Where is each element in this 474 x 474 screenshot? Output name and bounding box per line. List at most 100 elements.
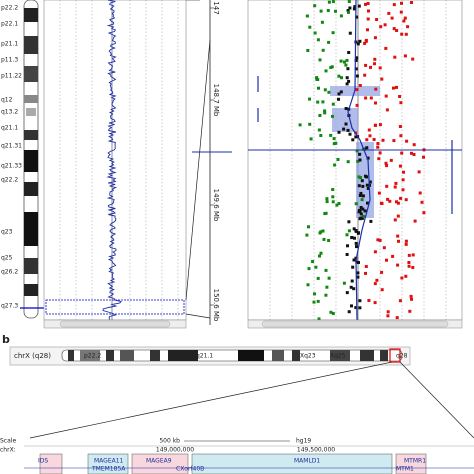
ideogram-band-label: Xq23 [300, 353, 316, 360]
scale-label: 148.7 Mb [212, 84, 220, 117]
probe-dot [319, 230, 323, 234]
probe-dot [394, 181, 398, 185]
probe-dot [376, 238, 380, 242]
probe-dot [360, 179, 364, 183]
probe-dot [319, 251, 323, 255]
probe-dot [392, 3, 396, 7]
probe-dot [358, 299, 362, 303]
probe-dot [386, 314, 390, 318]
probe-dot [375, 278, 379, 282]
probe-dot [334, 9, 337, 13]
probe-dot [378, 238, 382, 242]
probe-dot [344, 122, 348, 126]
probe-dot [366, 2, 370, 5]
probe-dot [392, 27, 396, 31]
probe-dot [373, 301, 377, 305]
probe-dot [408, 309, 412, 313]
probe-dot [316, 100, 320, 104]
probe-dot [400, 1, 403, 5]
probe-dot [399, 10, 403, 14]
probe-dot [351, 265, 355, 269]
probe-dot [422, 211, 426, 215]
probe-dot [329, 66, 333, 69]
probe-dot [410, 297, 413, 301]
probe-dot [332, 137, 336, 141]
probe-dot [366, 28, 369, 32]
probe-dot [331, 312, 335, 315]
probe-dot [373, 250, 377, 254]
probe-dot [327, 276, 331, 280]
probe-dot [352, 7, 356, 11]
probe-dot [345, 233, 349, 237]
probe-dot [355, 260, 359, 264]
probe-dot [412, 153, 416, 156]
probe-dot [389, 158, 393, 162]
probe-dot [413, 219, 417, 223]
probe-dot [323, 111, 327, 115]
probe-dot [356, 42, 360, 46]
band-label: q22.2 [1, 177, 18, 184]
probe-dot [373, 123, 377, 127]
probe-dot [373, 36, 377, 40]
probe-dot [316, 38, 320, 42]
probe-dot [407, 253, 411, 257]
probe-dot [345, 82, 349, 86]
probe-dot [317, 86, 320, 90]
probe-dot [359, 206, 363, 209]
band-label: q13.2 [1, 109, 18, 116]
probe-dot [373, 62, 376, 66]
probe-dot [323, 88, 327, 92]
probe-dot [358, 84, 362, 87]
position: 149,000,000 [156, 447, 194, 454]
probe-dot [336, 158, 340, 161]
probe-dot [384, 94, 388, 98]
band-label: q21.1 [1, 125, 18, 132]
probe-dot [361, 194, 365, 198]
probe-dot [361, 207, 365, 211]
probe-dot [372, 138, 376, 141]
probe-dot [374, 87, 378, 91]
panel-label: b [2, 333, 10, 346]
probe-dot [337, 130, 341, 134]
gene-label: IDS [38, 458, 48, 465]
probe-dot [399, 196, 403, 200]
probe-dot [355, 15, 359, 19]
probe-dot [402, 19, 406, 23]
probe-dot [339, 59, 343, 63]
probe-dot [386, 310, 390, 314]
probe-dot [337, 74, 341, 78]
ideogram-band-label: q28 [396, 353, 408, 360]
probe-dot [347, 220, 351, 224]
band-label: q25 [1, 255, 13, 262]
probe-dot [378, 151, 382, 155]
genome-browser: Scale chrX: 500 kb hg19 149,000,000 149,… [0, 438, 474, 474]
probe-dot [377, 191, 381, 195]
probe-dot [364, 174, 367, 178]
probe-dot [364, 63, 368, 67]
probe-dot [355, 74, 359, 78]
probe-dot [404, 32, 408, 36]
probe-dot [404, 198, 408, 202]
probe-dot [313, 292, 316, 296]
band-label: p11.3 [1, 57, 18, 64]
scale-label: 149.6 Mb [212, 189, 220, 222]
probe-dot [354, 67, 358, 71]
probe-dot [420, 200, 424, 204]
probe-dot [333, 163, 337, 167]
probe-dot [348, 6, 352, 10]
probe-dot [368, 180, 372, 184]
probe-dot [353, 5, 357, 9]
band-label: q27.3 [1, 303, 18, 310]
probe-dot [422, 155, 425, 159]
probe-dot [349, 285, 353, 289]
probe-dot [368, 134, 372, 138]
probe-dot [331, 114, 334, 118]
probe-dot [347, 310, 351, 314]
probe-dot [329, 133, 333, 137]
probe-dot [393, 55, 397, 59]
probe-dot [399, 101, 403, 105]
probe-dot [366, 156, 370, 160]
scale-label: Scale [0, 438, 16, 445]
probe-dot [331, 0, 335, 4]
